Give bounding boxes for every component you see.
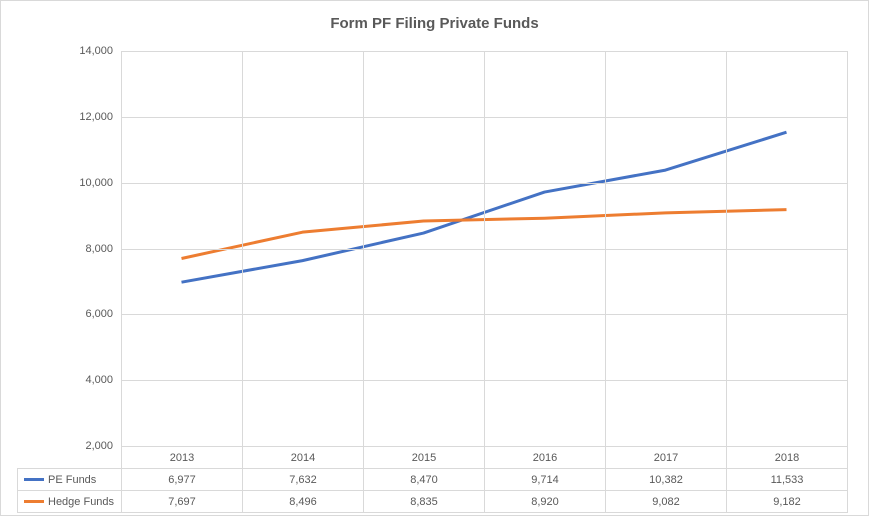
series-header-cell: Hedge Funds bbox=[18, 491, 122, 513]
data-cell: 9,182 bbox=[727, 491, 848, 513]
x-gridline bbox=[605, 51, 606, 446]
category-header: 2013 bbox=[122, 447, 243, 469]
category-header: 2015 bbox=[364, 447, 485, 469]
x-gridline bbox=[242, 51, 243, 446]
data-table: 201320142015201620172018 PE Funds 6,9777,6… bbox=[17, 446, 848, 513]
x-gridline bbox=[484, 51, 485, 446]
table-row: 201320142015201620172018 bbox=[18, 447, 848, 469]
y-tick-label: 10,000 bbox=[79, 177, 121, 189]
plot-area: 2,0004,0006,0008,00010,00012,00014,000 bbox=[121, 51, 847, 446]
x-gridline bbox=[726, 51, 727, 446]
y-tick-label: 6,000 bbox=[85, 308, 121, 320]
data-cell: 7,697 bbox=[122, 491, 243, 513]
category-header: 2016 bbox=[485, 447, 606, 469]
category-header: 2018 bbox=[727, 447, 848, 469]
data-cell: 6,977 bbox=[122, 469, 243, 491]
table-row: Hedge Funds 7,6978,4968,8358,9209,0829,18… bbox=[18, 491, 848, 513]
y-tick-label: 14,000 bbox=[79, 45, 121, 57]
series-name: Hedge Funds bbox=[48, 496, 114, 508]
y-tick-label: 4,000 bbox=[85, 374, 121, 386]
data-cell: 9,082 bbox=[606, 491, 727, 513]
data-cell: 8,496 bbox=[243, 491, 364, 513]
data-cell: 8,835 bbox=[364, 491, 485, 513]
data-cell: 9,714 bbox=[485, 469, 606, 491]
legend-swatch-icon bbox=[24, 478, 44, 481]
data-cell: 7,632 bbox=[243, 469, 364, 491]
chart-title: Form PF Filing Private Funds bbox=[1, 15, 868, 32]
category-header: 2014 bbox=[243, 447, 364, 469]
chart-frame: { "chart": { "type": "line", "title": "F… bbox=[0, 0, 869, 516]
x-gridline bbox=[121, 51, 122, 446]
data-cell: 11,533 bbox=[727, 469, 848, 491]
series-header-cell: PE Funds bbox=[18, 469, 122, 491]
data-cell: 8,920 bbox=[485, 491, 606, 513]
table-corner-cell bbox=[18, 447, 122, 469]
x-gridline bbox=[847, 51, 848, 446]
series-name: PE Funds bbox=[48, 474, 96, 486]
table-row: PE Funds 6,9777,6328,4709,71410,38211,533 bbox=[18, 469, 848, 491]
data-cell: 10,382 bbox=[606, 469, 727, 491]
category-header: 2017 bbox=[606, 447, 727, 469]
legend-swatch-icon bbox=[24, 500, 44, 503]
y-tick-label: 12,000 bbox=[79, 111, 121, 123]
x-gridline bbox=[363, 51, 364, 446]
data-cell: 8,470 bbox=[364, 469, 485, 491]
y-tick-label: 8,000 bbox=[85, 243, 121, 255]
